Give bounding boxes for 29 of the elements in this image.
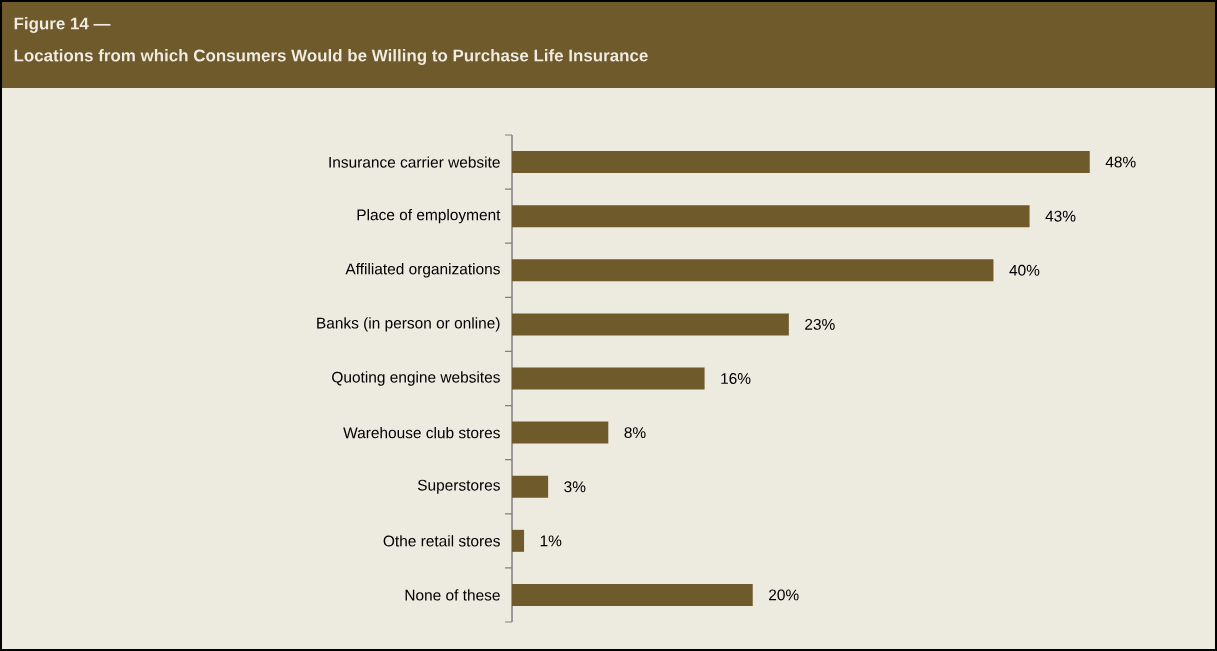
data-label: 40%	[1009, 264, 1040, 276]
data-label: 1%	[540, 535, 562, 547]
data-label: 16%	[721, 373, 751, 384]
y-tick-label: Affiliated organizations	[345, 263, 500, 278]
bar	[512, 367, 705, 390]
data-label: 20%	[769, 589, 799, 601]
y-tick-label: None of these	[405, 589, 500, 601]
data-label: 23%	[805, 318, 835, 330]
y-tick-label: Banks (in person or online)	[317, 317, 500, 332]
data-label: 43%	[1045, 210, 1076, 222]
bar	[512, 529, 525, 552]
data-label: 48%	[1105, 156, 1136, 168]
y-tick-label: Quoting engine websites	[332, 371, 500, 386]
y-tick-label: Place of employment	[357, 208, 501, 224]
bar	[512, 421, 609, 444]
bar	[512, 205, 1030, 228]
y-tick-label: Warehouse club stores	[343, 426, 500, 439]
bar	[512, 259, 994, 282]
y-tick-label: Othe retail stores	[383, 535, 500, 547]
bar	[512, 583, 753, 606]
bar	[512, 313, 789, 336]
bar	[512, 475, 549, 498]
bar	[512, 151, 1090, 174]
data-label: 8%	[624, 427, 646, 439]
data-label: 3%	[564, 481, 586, 493]
text: Figure 14 —	[14, 17, 111, 33]
text: Locations from which Consumers Would be Willing to Purchase Life Insurance	[14, 49, 648, 65]
y-tick-label: Insurance carrier website	[329, 156, 500, 168]
y-tick-label: Superstores	[417, 479, 500, 494]
